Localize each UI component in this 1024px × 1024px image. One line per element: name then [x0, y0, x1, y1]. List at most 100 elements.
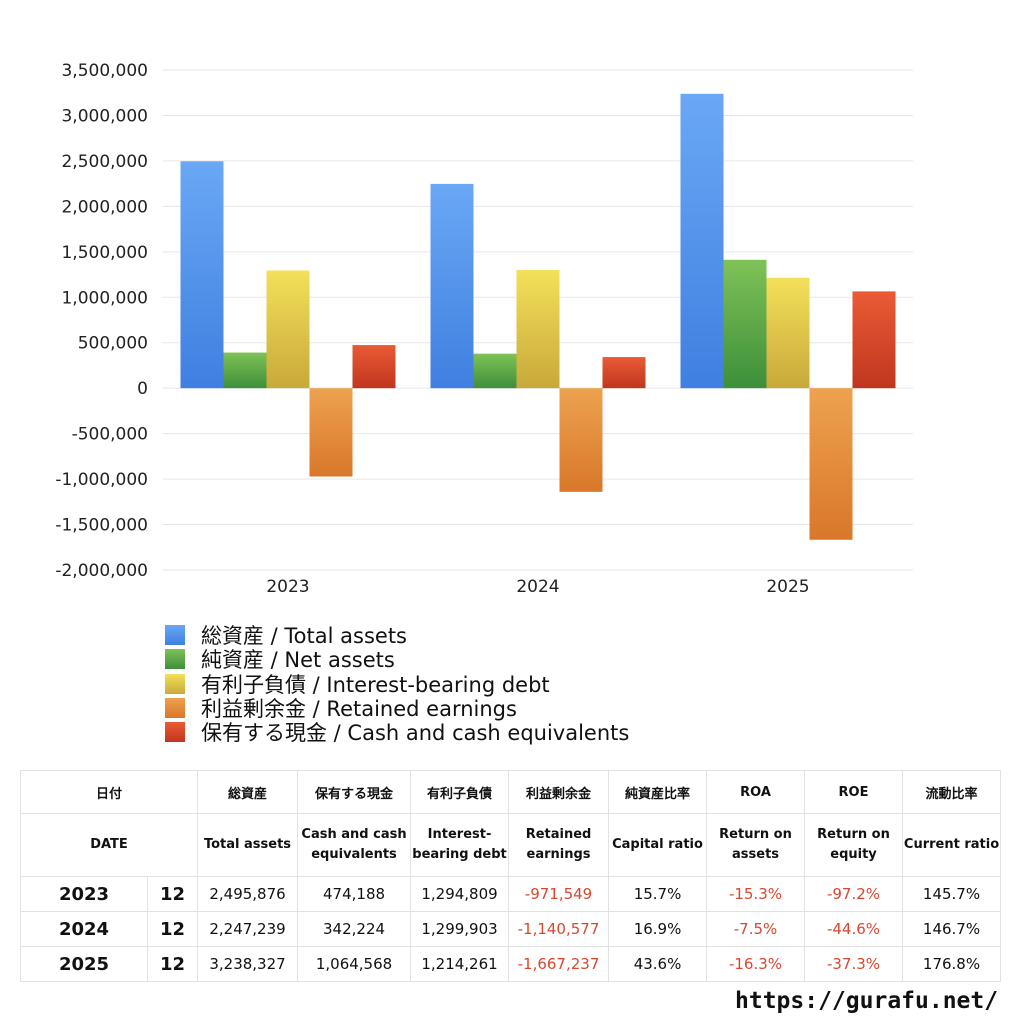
y-tick-label: 1,000,000 — [61, 288, 148, 308]
header-en: Interest-bearing debt — [410, 813, 510, 877]
table-cell: -16.3% — [706, 946, 806, 982]
bar — [430, 183, 474, 389]
legend-swatch — [165, 649, 185, 670]
table-cell: -1,667,237 — [508, 946, 610, 982]
bar — [223, 352, 267, 389]
table-cell: 12 — [146, 946, 199, 982]
header-jp: 日付 — [19, 770, 199, 814]
header-jp: 保有する現金 — [297, 770, 412, 814]
legend-item: 利益剰余金 / Retained earnings — [165, 696, 629, 722]
bar — [516, 270, 560, 389]
x-tick-label: 2025 — [766, 577, 809, 597]
y-tick-label: -2,000,000 — [55, 561, 148, 581]
header-en: DATE — [19, 813, 199, 877]
bar — [680, 93, 724, 389]
bar — [309, 388, 353, 477]
table-cell: 474,188 — [297, 876, 412, 912]
table-cell: 2024 — [20, 911, 148, 947]
table-row: 2023 12 2,495,876 474,188 1,294,809 -971,549 1… — [20, 876, 1002, 912]
table-cell: 145.7% — [902, 876, 1002, 912]
table-cell: 146.7% — [902, 911, 1002, 947]
bar — [602, 357, 646, 389]
table-cell: 16.9% — [608, 911, 708, 947]
bar — [180, 161, 224, 389]
table-cell: 2023 — [20, 876, 148, 912]
y-tick-label: 1,500,000 — [61, 243, 148, 263]
y-tick-label: 0 — [137, 379, 148, 399]
legend-item: 総資産 / Total assets — [165, 623, 629, 649]
table-cell: 176.8% — [902, 946, 1002, 982]
y-tick-label: 3,500,000 — [61, 61, 148, 81]
y-tick-label: 500,000 — [78, 334, 148, 354]
legend-label: 純資産 / Net assets — [201, 648, 395, 673]
bar — [559, 388, 603, 492]
legend-item: 純資産 / Net assets — [165, 647, 629, 673]
table-cell: 1,214,261 — [410, 946, 510, 982]
header-en: Capital ratio — [608, 813, 708, 877]
table-cell: -15.3% — [706, 876, 806, 912]
table-cell: -97.2% — [804, 876, 904, 912]
y-tick-label: 2,000,000 — [61, 197, 148, 217]
header-en: Return on assets — [706, 813, 806, 877]
header-jp: 総資産 — [197, 770, 299, 814]
legend-swatch — [165, 698, 185, 719]
header-en: Retained earnings — [508, 813, 610, 877]
table-cell: 3,238,327 — [197, 946, 299, 982]
table-cell: -1,140,577 — [508, 911, 610, 947]
legend-label: 保有する現金 / Cash and cash equivalents — [201, 721, 630, 746]
table-cell: 1,064,568 — [297, 946, 412, 982]
y-tick-label: -500,000 — [72, 425, 148, 445]
header-jp: 流動比率 — [902, 770, 1002, 814]
table-cell: 2,247,239 — [197, 911, 299, 947]
table-cell: 43.6% — [608, 946, 708, 982]
header-en: Total assets — [197, 813, 299, 877]
table-cell: 2,495,876 — [197, 876, 299, 912]
table-cell: 342,224 — [297, 911, 412, 947]
table-cell: -37.3% — [804, 946, 904, 982]
legend-label: 総資産 / Total assets — [201, 624, 407, 649]
table-row: 2025 12 3,238,327 1,064,568 1,214,261 -1,667,… — [20, 946, 1002, 982]
table-cell: 12 — [146, 876, 199, 912]
bar — [809, 388, 853, 540]
legend-swatch — [165, 673, 185, 694]
table-row: 2024 12 2,247,239 342,224 1,299,903 -1,140,57… — [20, 911, 1002, 947]
legend-item: 有利子負債 / Interest-bearing debt — [165, 672, 629, 697]
table-cell: -44.6% — [804, 911, 904, 947]
y-tick-label: -1,000,000 — [55, 470, 148, 490]
site-url[interactable]: https://gurafu.net/ — [735, 988, 999, 1014]
bar — [266, 270, 310, 389]
header-jp: 利益剰余金 — [508, 770, 610, 814]
y-tick-label: -1,500,000 — [55, 516, 148, 536]
x-tick-label: 2023 — [266, 577, 309, 597]
bar — [766, 277, 810, 389]
y-tick-label: 3,000,000 — [61, 106, 148, 126]
table-cell: 15.7% — [608, 876, 708, 912]
table-cell: 1,294,809 — [410, 876, 510, 912]
data-table: 日付 総資産 保有する現金 有利子負債 利益剰余金 純資産比率 ROA ROE 流動比率 DAT… — [19, 770, 1002, 982]
bar — [352, 345, 396, 389]
legend-swatch — [165, 625, 185, 646]
header-jp: ROA — [706, 770, 806, 814]
header-jp: 純資産比率 — [608, 770, 708, 814]
legend: 総資産 / Total assets 純資産 / Net assets 有利子負債 … — [165, 623, 630, 746]
table-cell: -971,549 — [508, 876, 610, 912]
bar — [852, 291, 896, 389]
y-tick-label: 2,500,000 — [61, 152, 148, 172]
table-cell: 2025 — [20, 946, 148, 982]
header-en: Return on equity — [804, 813, 904, 877]
x-tick-label: 2024 — [516, 577, 559, 597]
table-cell: 12 — [146, 911, 199, 947]
legend-swatch — [165, 722, 185, 743]
bar-chart: 3,500,000 3,000,000 2,500,000 2,000,000 1,50… — [55, 61, 913, 597]
legend-label: 利益剰余金 / Retained earnings — [201, 697, 517, 722]
header-jp: ROE — [804, 770, 904, 814]
header-en: Current ratio — [902, 813, 1002, 877]
legend-item: 保有する現金 / Cash and cash equivalents — [165, 720, 630, 746]
table-cell: 1,299,903 — [410, 911, 510, 947]
table-cell: -7.5% — [706, 911, 806, 947]
header-en: Cash and cash equivalents — [297, 813, 412, 877]
bar — [473, 353, 517, 389]
legend-label: 有利子負債 / Interest-bearing debt — [201, 672, 550, 697]
header-jp: 有利子負債 — [410, 770, 510, 814]
bar — [723, 259, 767, 389]
